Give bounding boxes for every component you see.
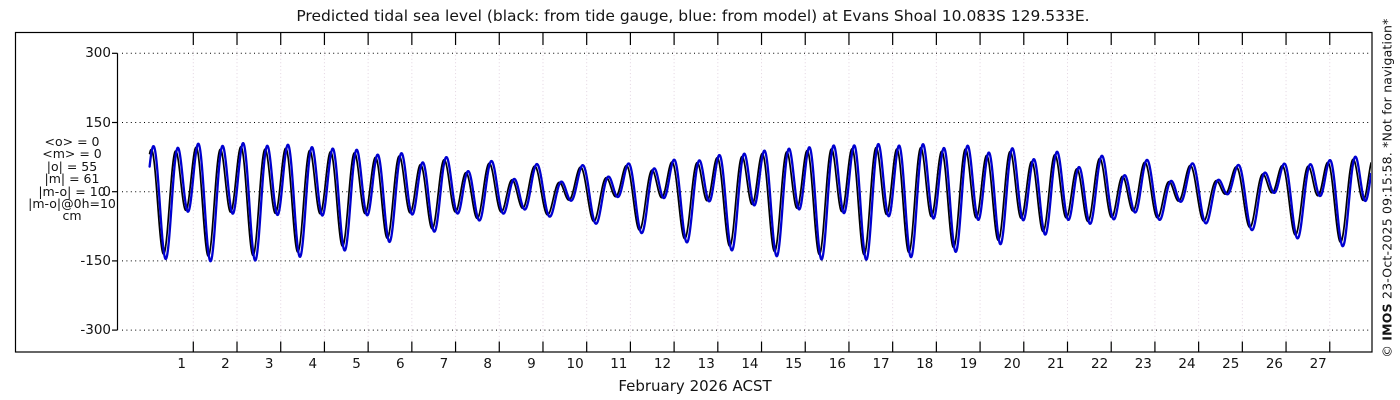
watermark-rest: 23-Oct-2025 09:15:58. *Not for navigatio… — [1379, 18, 1395, 304]
x-tick-label: 23 — [1134, 355, 1152, 372]
x-tick-label: 12 — [653, 355, 672, 372]
x-tick-label: 18 — [916, 355, 934, 372]
x-tick-label: 4 — [308, 355, 318, 372]
gauge-curve — [148, 145, 1371, 257]
copyright-symbol: © — [1379, 340, 1395, 358]
x-tick-label: 13 — [697, 355, 715, 372]
stat-line-abs-diff: |m-o| = 10 — [38, 183, 106, 199]
x-tick-label: 19 — [959, 355, 978, 372]
x-tick-label: 9 — [527, 355, 536, 372]
chart-title: Predicted tidal sea level (black: from t… — [296, 7, 1090, 25]
x-tick-label: 27 — [1309, 355, 1327, 372]
stat-units: cm — [62, 208, 82, 224]
x-tick-label: 26 — [1265, 355, 1284, 372]
plot-frame — [14, 31, 1373, 353]
stat-line-abs-model: |m| = 61 — [44, 171, 100, 187]
y-tick-label: -150 — [80, 252, 111, 269]
x-tick-label: 16 — [828, 355, 846, 372]
x-tick-label: 6 — [395, 355, 405, 372]
imos-brand: IMOS — [1379, 303, 1395, 341]
x-tick-label: 20 — [1003, 355, 1021, 372]
watermark-text: © IMOS 23-Oct-2025 09:15:58. *Not for na… — [1380, 18, 1395, 357]
x-tick-label: 22 — [1091, 355, 1109, 372]
x-tick-label: 11 — [610, 355, 628, 372]
y-tick-label: -300 — [80, 322, 111, 339]
y-tick-label: 0 — [102, 183, 111, 200]
x-tick-label: 21 — [1047, 355, 1065, 372]
x-tick-label: 24 — [1178, 355, 1196, 372]
x-tick-label: 15 — [785, 355, 803, 372]
stat-line-abs-obs: |o| = 55 — [46, 158, 98, 174]
y-tick-label: 300 — [85, 45, 111, 62]
x-tick-label: 7 — [439, 355, 449, 372]
x-tick-label: 2 — [221, 355, 230, 372]
y-tick-label: 150 — [85, 114, 111, 131]
stat-line-mean-model: <m> = 0 — [42, 146, 102, 162]
x-axis-label: February 2026 ACST — [618, 377, 772, 395]
x-tick-label: 3 — [264, 355, 274, 372]
stats-block: <o> = 0 <m> = 0 |o| = 55 |m| = 61 |m-o| … — [22, 134, 122, 224]
model-curve — [148, 141, 1371, 263]
stat-line-mean-obs: <o> = 0 — [44, 134, 100, 149]
x-tick-label: 8 — [483, 355, 492, 372]
x-tick-label: 1 — [177, 355, 186, 372]
stat-line-abs-diff-0h: |m-o|@0h=10 — [28, 196, 116, 212]
x-tick-label: 17 — [872, 355, 890, 372]
x-tick-label: 10 — [566, 355, 584, 372]
x-tick-label: 14 — [741, 355, 759, 372]
x-tick-label: 5 — [352, 355, 361, 372]
x-tick-label: 25 — [1222, 355, 1240, 372]
